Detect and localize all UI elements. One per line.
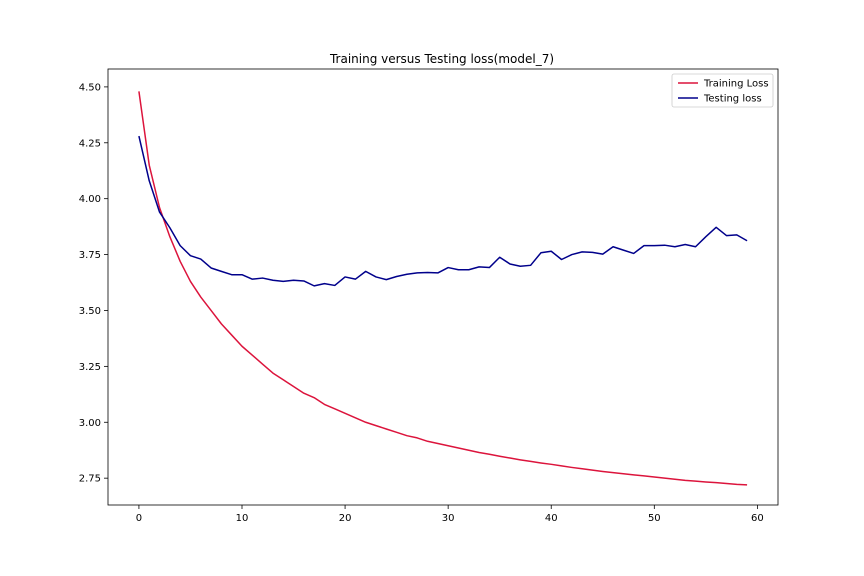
x-tick-label: 50	[648, 513, 661, 524]
series-lines	[138, 91, 748, 486]
series-line-testing-loss	[138, 135, 748, 287]
y-tick-label: 3.00	[79, 418, 101, 429]
x-tick-label: 40	[545, 513, 558, 524]
x-tick-label: 60	[751, 513, 764, 524]
x-tick-label: 30	[442, 513, 455, 524]
legend-label-training-loss: Training Loss	[703, 79, 769, 90]
y-tick-label: 3.25	[79, 362, 101, 373]
plot-area: 0 10 20 30 40 50 60 2.75 3.00 3.25 3.50 3.75 4.00 4.…	[79, 68, 779, 524]
series-line-training-loss	[138, 91, 748, 486]
y-tick-label: 4.25	[79, 138, 101, 149]
y-tick-label: 4.50	[79, 82, 101, 93]
y-tick-label: 4.00	[79, 194, 101, 205]
x-axis: 0 10 20 30 40 50 60	[136, 505, 764, 524]
x-tick-label: 10	[236, 513, 249, 524]
y-tick-label: 3.50	[79, 306, 101, 317]
legend: Training Loss Testing loss	[671, 73, 774, 108]
axes-frame	[107, 68, 779, 506]
x-tick-label: 20	[339, 513, 352, 524]
x-tick-label: 0	[136, 513, 142, 524]
legend-label-testing-loss: Testing loss	[703, 94, 762, 105]
y-tick-label: 3.75	[79, 250, 101, 261]
y-axis: 2.75 3.00 3.25 3.50 3.75 4.00 4.25 4.50	[79, 82, 108, 485]
chart-title: Training versus Testing loss(model_7)	[329, 52, 554, 66]
y-tick-label: 2.75	[79, 474, 101, 485]
